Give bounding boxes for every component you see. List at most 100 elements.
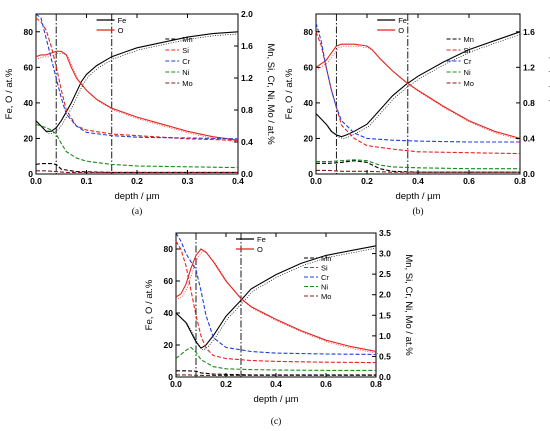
- y-right-tick-label: 0.0: [523, 169, 535, 179]
- legend-label-mo: Mo: [321, 292, 331, 301]
- series-line-cr: [35, 13, 239, 140]
- legend-label-cr: Cr: [321, 273, 329, 282]
- y-right-tick-label: 1.6: [241, 41, 253, 51]
- y-left-tick-label: 40: [164, 308, 174, 318]
- y-right-axis-title: Mn, Si, Cr, Ni, Mo / at.%: [265, 43, 276, 145]
- plot-frame: [35, 13, 239, 175]
- x-tick-label: 0.4: [412, 176, 424, 186]
- legend-label-ni: Ni: [182, 68, 189, 77]
- legend-label-fe: Fe: [118, 16, 127, 25]
- x-tick-label: 0.0: [170, 379, 182, 389]
- y-left-tick-label: 20: [304, 133, 314, 143]
- x-tick-label: 0.2: [220, 379, 232, 389]
- series-line-mn: [316, 160, 520, 173]
- legend-label-si: Si: [182, 46, 189, 55]
- y-left-tick-label: 60: [24, 62, 34, 72]
- y-right-tick-label: 0.4: [523, 133, 535, 143]
- plot-frame: [315, 13, 521, 175]
- series-line-o: [315, 43, 521, 139]
- legend-label-o: O: [398, 26, 404, 35]
- x-axis-title: depth / µm: [395, 191, 440, 202]
- y-left-tick-label: 0: [308, 169, 313, 179]
- y-left-axis-title: Fe, O / at.%: [4, 68, 15, 119]
- legend-label-si: Si: [464, 46, 471, 55]
- x-tick-label: 0.0: [310, 176, 322, 186]
- chart-panel-b: 0.0 0.2 0.4 0.6 0.8 0 20 40 60 80 0.0 0.4 0.8 1.2 1.6 d…: [284, 13, 550, 217]
- y-right-tick-label: 1.0: [379, 331, 391, 341]
- legend-label-fe: Fe: [257, 235, 266, 244]
- series-line-fe: [35, 31, 239, 132]
- x-tick-label: 0.4: [232, 176, 244, 186]
- y-left-tick-label: 40: [304, 98, 314, 108]
- fit-curve-fe: [37, 33, 241, 134]
- plot-frame: [175, 232, 377, 378]
- chart-panel-c: 0.0 0.2 0.4 0.6 0.8 0 20 40 60 80 0.0 0.5 1.0 1.5 2.0 2…: [144, 228, 414, 427]
- legend-label-mo: Mo: [182, 79, 192, 88]
- legend-label-ni: Ni: [464, 68, 471, 77]
- x-tick-label: 0.1: [81, 176, 93, 186]
- series-line-fe: [315, 31, 521, 138]
- y-right-tick-label: 0.4: [241, 137, 253, 147]
- legend-label-ni: Ni: [321, 283, 328, 292]
- panel-label: (b): [412, 206, 423, 217]
- fit-curve-o: [37, 52, 241, 143]
- y-left-tick-label: 80: [24, 27, 34, 37]
- legend-label-si: Si: [321, 264, 328, 273]
- series-line-ni: [175, 346, 376, 371]
- x-axis-title: depth / µm: [253, 394, 298, 405]
- y-right-tick-label: 0.5: [379, 351, 391, 361]
- series-line-ni: [316, 159, 520, 170]
- y-left-tick-label: 0: [28, 169, 33, 179]
- y-right-axis-title: Mn, Si, Cr, Ni, Mo / at.%: [547, 43, 550, 145]
- x-axis-title: depth / µm: [114, 191, 159, 202]
- legend-label-mn: Mn: [321, 254, 331, 263]
- y-left-tick-label: 40: [24, 98, 34, 108]
- panel-label: (a): [132, 206, 143, 217]
- y-left-tick-label: 80: [304, 27, 314, 37]
- y-right-tick-label: 0.0: [241, 169, 253, 179]
- y-right-tick-label: 2.5: [379, 269, 391, 279]
- x-tick-label: 0.2: [131, 176, 143, 186]
- series-line-ni: [35, 123, 239, 169]
- y-right-tick-label: 1.2: [241, 73, 253, 83]
- series-line-si: [35, 17, 239, 141]
- fit-curve-fe: [317, 33, 523, 140]
- y-left-tick-label: 60: [304, 62, 314, 72]
- legend-label-mn: Mn: [464, 35, 474, 44]
- y-right-tick-label: 2.0: [241, 9, 253, 19]
- legend-label-mn: Mn: [182, 35, 192, 44]
- x-tick-label: 0.8: [514, 176, 526, 186]
- y-right-tick-label: 1.2: [523, 62, 535, 72]
- y-right-tick-label: 0.8: [523, 98, 535, 108]
- y-right-tick-label: 3.5: [379, 228, 391, 238]
- y-right-tick-label: 1.6: [523, 27, 535, 37]
- x-tick-label: 0.0: [30, 176, 42, 186]
- y-left-tick-label: 20: [24, 133, 34, 143]
- x-tick-label: 0.2: [361, 176, 373, 186]
- legend-label-cr: Cr: [182, 57, 190, 66]
- y-left-tick-label: 20: [164, 340, 174, 350]
- x-tick-label: 0.6: [463, 176, 475, 186]
- series-line-si: [315, 31, 521, 155]
- y-right-tick-label: 3.0: [379, 249, 391, 259]
- fit-curve-fe: [177, 247, 379, 351]
- y-right-tick-label: 2.0: [379, 290, 391, 300]
- y-left-axis-title: Fe, O / at.%: [284, 68, 295, 119]
- x-tick-label: 0.8: [370, 379, 382, 389]
- series-line-mo: [36, 170, 238, 173]
- y-left-tick-label: 60: [164, 276, 174, 286]
- series-line-si: [175, 240, 377, 364]
- series-line-mo: [176, 374, 376, 376]
- y-right-tick-label: 0.0: [379, 372, 391, 382]
- legend-label-o: O: [118, 26, 124, 35]
- legend-label-fe: Fe: [398, 16, 407, 25]
- fit-curve-o: [317, 45, 523, 141]
- y-left-tick-label: 0: [168, 372, 173, 382]
- series-line-cr: [315, 22, 520, 143]
- y-right-tick-label: 1.5: [379, 310, 391, 320]
- y-right-tick-label: 0.8: [241, 105, 253, 115]
- y-left-axis-title: Fe, O / at.%: [144, 279, 155, 330]
- y-right-axis-title: Mn, Si, Cr, Ni, Mo / at.%: [403, 254, 414, 356]
- x-tick-label: 0.6: [320, 379, 332, 389]
